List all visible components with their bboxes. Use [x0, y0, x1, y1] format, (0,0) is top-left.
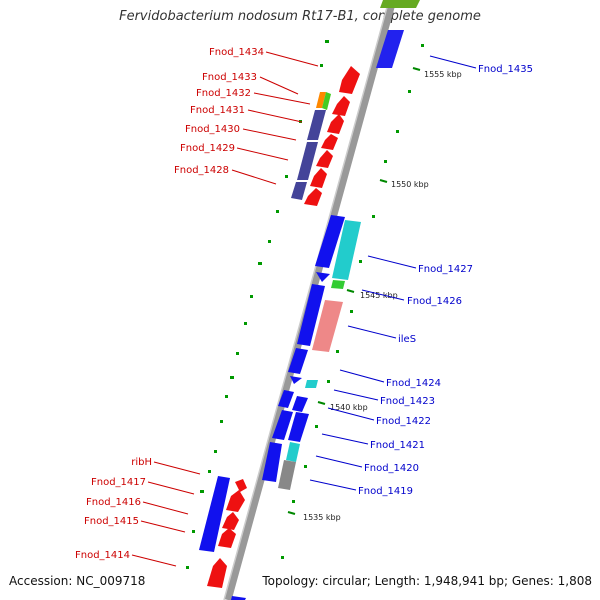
tick-label-1535: 1535 kbp — [303, 513, 341, 522]
label-fnod-1414: Fnod_1414 — [75, 550, 130, 561]
gene-fnod-1426 — [331, 280, 345, 289]
tick-label-1540: 1540 kbp — [330, 403, 368, 412]
gene-rev-1419 — [262, 442, 282, 482]
label-fnod-1420: Fnod_1420 — [364, 463, 419, 474]
accession-text: Accession: NC_009718 — [9, 574, 146, 588]
label-fnod-1427: Fnod_1427 — [418, 264, 473, 275]
label-fnod-1419: Fnod_1419 — [358, 486, 413, 497]
label-fnod-1426: Fnod_1426 — [407, 296, 462, 307]
tick-label-1550: 1550 kbp — [391, 180, 429, 189]
label-fnod-1416: Fnod_1416 — [86, 497, 141, 508]
label-ribh: ribH — [131, 457, 152, 468]
gene-fnod-1429 — [316, 150, 333, 168]
gene-fnod-1416 — [222, 512, 239, 530]
label-fnod-1433: Fnod_1433 — [202, 72, 257, 83]
gene-fnod-1420 — [286, 442, 300, 462]
gene-fnod-1424 — [305, 380, 318, 388]
gene-ribh — [235, 479, 247, 492]
tick-marks — [287, 67, 421, 515]
gene-fnod-1429b — [297, 142, 318, 180]
label-fnod-1415: Fnod_1415 — [84, 516, 139, 527]
genome-summary-text: Topology: circular; Length: 1,948,941 bp… — [262, 574, 592, 588]
tick-label-1545: 1545 kbp — [360, 291, 398, 300]
gene-rev-iles — [297, 284, 325, 346]
gene-fnod-1432b — [322, 92, 331, 110]
gene-fnod-1415 — [218, 528, 236, 548]
gene-fnod-1432 — [332, 96, 350, 116]
label-fnod-1421: Fnod_1421 — [370, 440, 425, 451]
label-iles: ileS — [398, 334, 416, 345]
gene-fnod-1417 — [226, 490, 245, 512]
gene-fnod-1435 — [376, 30, 404, 68]
gene-fnod-1431 — [327, 114, 344, 134]
label-fnod-1417: Fnod_1417 — [91, 477, 146, 488]
gene-rev-1427 — [315, 215, 345, 268]
gene-fnod-1430 — [321, 134, 338, 150]
gene-rev-1423 — [278, 390, 294, 408]
gene-fnod-1431b — [307, 110, 326, 140]
gene-fnod-1414 — [207, 558, 227, 588]
gene-fnod-1428b — [291, 182, 307, 200]
gene-rev-arrow-a — [316, 272, 330, 282]
label-fnod-1424: Fnod_1424 — [386, 378, 441, 389]
reverse-strand-genes — [199, 92, 345, 600]
label-fnod-1431: Fnod_1431 — [190, 105, 245, 116]
gene-rev-1416 — [199, 476, 230, 552]
label-fnod-1429: Fnod_1429 — [180, 143, 235, 154]
forward-strand-genes — [207, 0, 420, 588]
label-fnod-1423: Fnod_1423 — [380, 396, 435, 407]
gene-fnod-1427 — [332, 220, 361, 280]
right-leaders — [309, 55, 477, 491]
gene-rev-1423b — [292, 396, 308, 412]
gene-fnod-1427b — [304, 188, 322, 206]
gene-rev-arrow-b — [290, 376, 302, 384]
gene-rev-1421 — [288, 412, 309, 442]
label-fnod-1428: Fnod_1428 — [174, 165, 229, 176]
label-fnod-1435: Fnod_1435 — [478, 64, 533, 75]
label-fnod-1430: Fnod_1430 — [185, 124, 240, 135]
gene-iles — [312, 300, 343, 352]
gene-fnod-1419 — [278, 460, 296, 490]
gene-rev-1425 — [288, 348, 308, 374]
gene-fnod-1433 — [316, 92, 326, 108]
gene-fnod-1434 — [339, 66, 360, 94]
gene-top-green — [380, 0, 420, 8]
label-fnod-1432: Fnod_1432 — [196, 88, 251, 99]
tick-label-1555: 1555 kbp — [424, 70, 462, 79]
label-fnod-1422: Fnod_1422 — [376, 416, 431, 427]
left-leaders — [131, 51, 319, 567]
gene-rev-bottom — [231, 596, 246, 600]
label-fnod-1434: Fnod_1434 — [209, 47, 264, 58]
gene-rev-1422 — [272, 410, 293, 440]
outer-ruler — [281, 44, 424, 559]
gene-fnod-1428 — [310, 168, 327, 188]
